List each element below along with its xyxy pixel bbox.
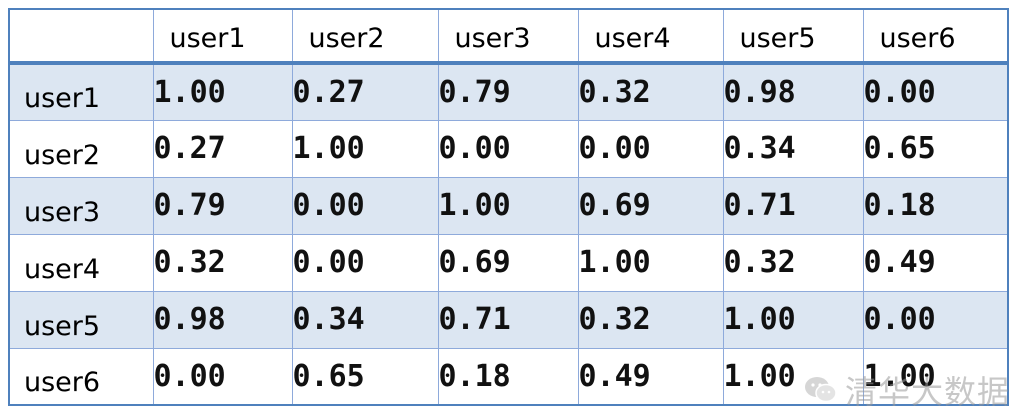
table-cell: 0.98 (152, 290, 293, 349)
row-header: user3 (8, 176, 154, 235)
table-row: user6 0.00 0.65 0.18 0.49 1.00 1.00 (8, 347, 1009, 406)
similarity-matrix-table: user1 user2 user3 user4 user5 user6 user… (8, 8, 1009, 406)
table-cell: 0.27 (291, 62, 439, 121)
row-header: user6 (8, 347, 154, 406)
column-header-user3: user3 (437, 8, 579, 64)
table-cell: 0.00 (291, 233, 439, 292)
table-cell: 0.00 (291, 176, 439, 235)
table-cell: 1.00 (577, 233, 724, 292)
column-header-user5: user5 (722, 8, 864, 64)
corner-header-cell (8, 8, 154, 64)
table-cell: 0.00 (577, 119, 724, 178)
column-header-user2: user2 (291, 8, 439, 64)
table-cell: 0.79 (152, 176, 293, 235)
table-cell: 1.00 (722, 347, 864, 406)
table-cell: 0.34 (291, 290, 439, 349)
table-cell: 0.27 (152, 119, 293, 178)
header-row: user1 user2 user3 user4 user5 user6 (8, 8, 1009, 64)
column-header-user4: user4 (577, 8, 724, 64)
table-cell: 1.00 (862, 347, 1009, 406)
table-row: user2 0.27 1.00 0.00 0.00 0.34 0.65 (8, 119, 1009, 178)
table-cell: 0.34 (722, 119, 864, 178)
column-header-user6: user6 (862, 8, 1009, 64)
table-cell: 0.69 (437, 233, 579, 292)
table-cell: 0.18 (437, 347, 579, 406)
table-cell: 0.65 (862, 119, 1009, 178)
table-cell: 0.79 (437, 62, 579, 121)
table-cell: 0.32 (577, 62, 724, 121)
table-row: user5 0.98 0.34 0.71 0.32 1.00 0.00 (8, 290, 1009, 349)
table-cell: 0.00 (152, 347, 293, 406)
table-cell: 0.49 (862, 233, 1009, 292)
table-row: user4 0.32 0.00 0.69 1.00 0.32 0.49 (8, 233, 1009, 292)
table-cell: 0.71 (437, 290, 579, 349)
row-header: user1 (8, 62, 154, 121)
table-cell: 0.00 (862, 62, 1009, 121)
table-cell: 1.00 (437, 176, 579, 235)
table-cell: 0.65 (291, 347, 439, 406)
table-cell: 1.00 (152, 62, 293, 121)
table-cell: 1.00 (291, 119, 439, 178)
row-header: user4 (8, 233, 154, 292)
table-cell: 0.32 (722, 233, 864, 292)
table-cell: 0.00 (437, 119, 579, 178)
table-cell: 1.00 (722, 290, 864, 349)
table-cell: 0.18 (862, 176, 1009, 235)
table-row: user1 1.00 0.27 0.79 0.32 0.98 0.00 (8, 62, 1009, 121)
table-cell: 0.71 (722, 176, 864, 235)
table-row: user3 0.79 0.00 1.00 0.69 0.71 0.18 (8, 176, 1009, 235)
table-cell: 0.98 (722, 62, 864, 121)
table-cell: 0.32 (152, 233, 293, 292)
table-cell: 0.49 (577, 347, 724, 406)
table-cell: 0.32 (577, 290, 724, 349)
row-header: user2 (8, 119, 154, 178)
column-header-user1: user1 (152, 8, 293, 64)
row-header: user5 (8, 290, 154, 349)
table-cell: 0.69 (577, 176, 724, 235)
table-cell: 0.00 (862, 290, 1009, 349)
